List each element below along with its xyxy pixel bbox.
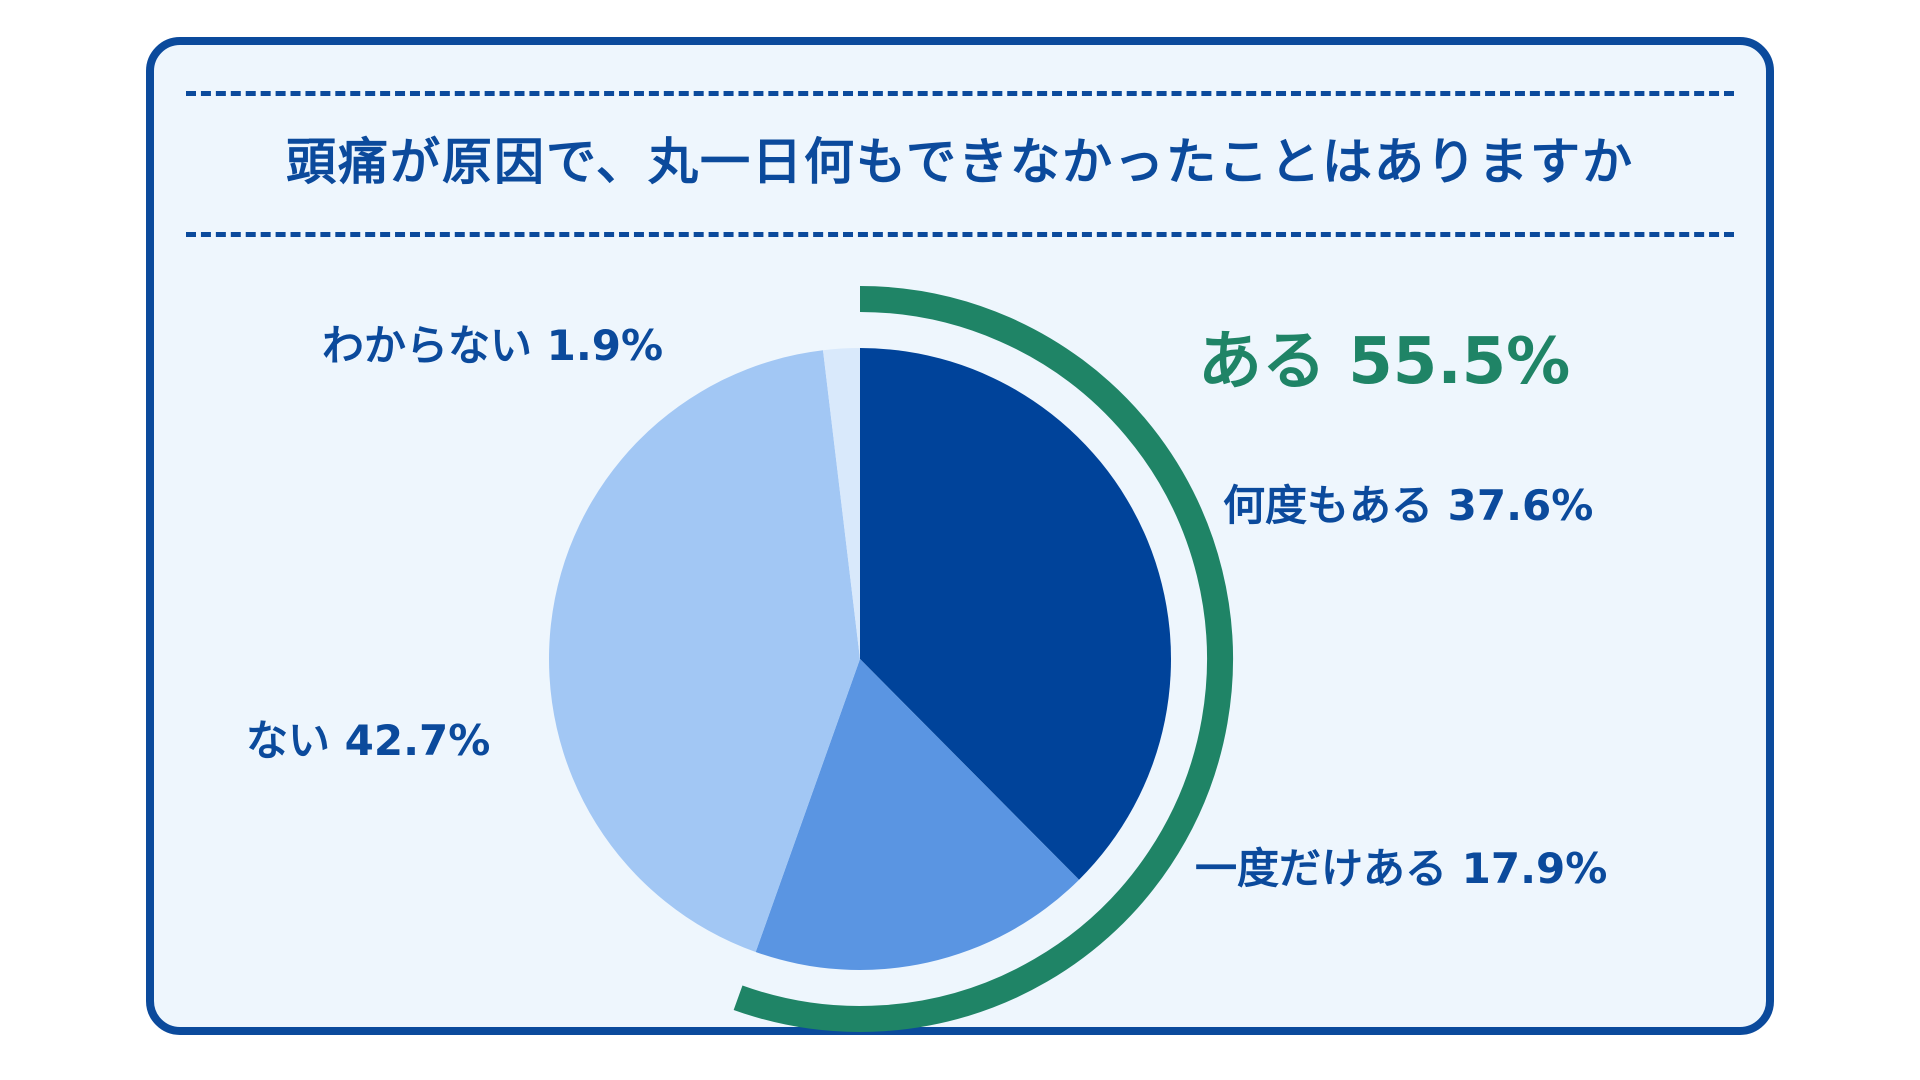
slice-label-nai: ない 42.7%: [246, 716, 490, 765]
chart-title: 頭痛が原因で、丸一日何もできなかったことはありますか: [286, 133, 1634, 191]
slice-wakaranai: [822, 348, 860, 659]
slice-nando-mo-aru: [860, 348, 1171, 880]
slice-label-ichido-dake-aru: 一度だけある 17.9%: [1195, 844, 1607, 893]
slice-label-nando-mo-aru: 何度もある 37.6%: [1223, 481, 1593, 530]
title-top-dashed-rule: [186, 91, 1734, 96]
group-label-aru: ある 55.5%: [1198, 325, 1570, 399]
slice-ichido-dake-aru: [755, 659, 1080, 970]
slice-nai: [549, 350, 860, 952]
title-bottom-dashed-rule: [186, 232, 1734, 237]
group-arc-aru: [733, 286, 1233, 1032]
slice-label-wakaranai: わからない 1.9%: [322, 321, 663, 370]
